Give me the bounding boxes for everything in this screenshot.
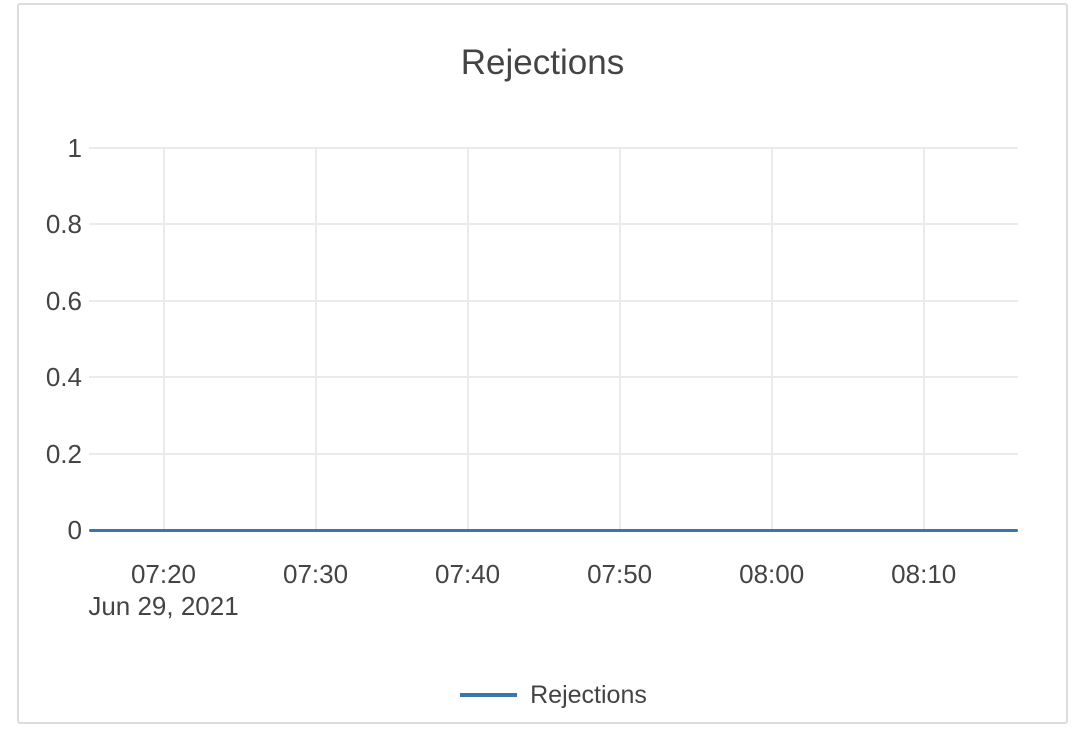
x-axis-date-label: Jun 29, 2021 — [88, 591, 239, 621]
x-tick-label: 07:30 — [283, 559, 349, 589]
x-gridline — [618, 148, 621, 530]
x-tick-label: 08:00 — [739, 559, 805, 589]
y-gridline — [89, 223, 1018, 226]
y-tick-label: 0.2 — [45, 438, 82, 469]
plot-area[interactable] — [89, 148, 1018, 530]
x-gridline — [466, 148, 469, 530]
x-tick-label: 08:10 — [891, 559, 957, 589]
x-gridline — [770, 148, 773, 530]
x-tick-label: 07:50 — [587, 559, 653, 589]
y-tick-label: 0 — [67, 515, 82, 545]
y-gridline — [89, 147, 1018, 149]
legend: Rejections — [89, 680, 1018, 710]
y-gridline — [89, 299, 1018, 302]
legend-line-swatch — [460, 693, 518, 697]
y-tick-label: 0.4 — [45, 362, 82, 393]
y-gridline — [89, 376, 1018, 379]
series-line-rejections — [89, 528, 1018, 532]
legend-label: Rejections — [530, 681, 647, 709]
x-gridline — [922, 148, 925, 530]
x-tick-label: 07:20 — [130, 559, 197, 589]
x-tick-label: 07:40 — [435, 559, 501, 589]
chart-title: Rejections — [460, 43, 625, 82]
y-gridline — [89, 452, 1018, 455]
y-tick-label: 1 — [67, 133, 82, 163]
x-gridline — [314, 148, 317, 530]
legend-item-rejections[interactable]: Rejections — [460, 680, 647, 710]
chart-card: Rejections Rejections 0 0.2 0.4 0.6 0.8 1 07:2… — [17, 3, 1068, 724]
x-gridline — [162, 148, 165, 530]
y-tick-label: 0.6 — [45, 285, 82, 316]
y-tick-label: 0.8 — [45, 209, 82, 240]
